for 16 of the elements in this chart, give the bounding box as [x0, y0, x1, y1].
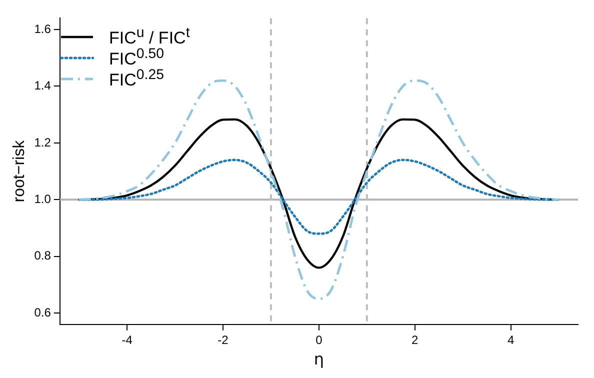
- y-tick-label: 1.0: [34, 192, 52, 206]
- x-tick-label: 0: [316, 332, 323, 347]
- y-tick-label: 1.4: [34, 78, 52, 93]
- y-tick-label: 1.6: [34, 22, 52, 36]
- legend-label: FIC$^{0.25}$: [109, 66, 164, 90]
- y-tick-label: 1.2: [34, 135, 52, 150]
- legend-label: FIC$^{0.50}$: [109, 46, 164, 69]
- x-tick-label: 4: [507, 332, 514, 347]
- x-tick-label: -4: [122, 332, 133, 347]
- y-tick-label: 0.6: [34, 305, 52, 320]
- x-tick-label: -2: [218, 332, 229, 347]
- legend-label: FIC$^{u}$ / FIC$^{t}$: [109, 24, 190, 48]
- x-axis-title: η: [314, 350, 324, 369]
- y-axis-title: root−risk: [11, 139, 28, 202]
- y-tick-label: 0.8: [34, 248, 52, 263]
- x-tick-label: 2: [412, 332, 419, 347]
